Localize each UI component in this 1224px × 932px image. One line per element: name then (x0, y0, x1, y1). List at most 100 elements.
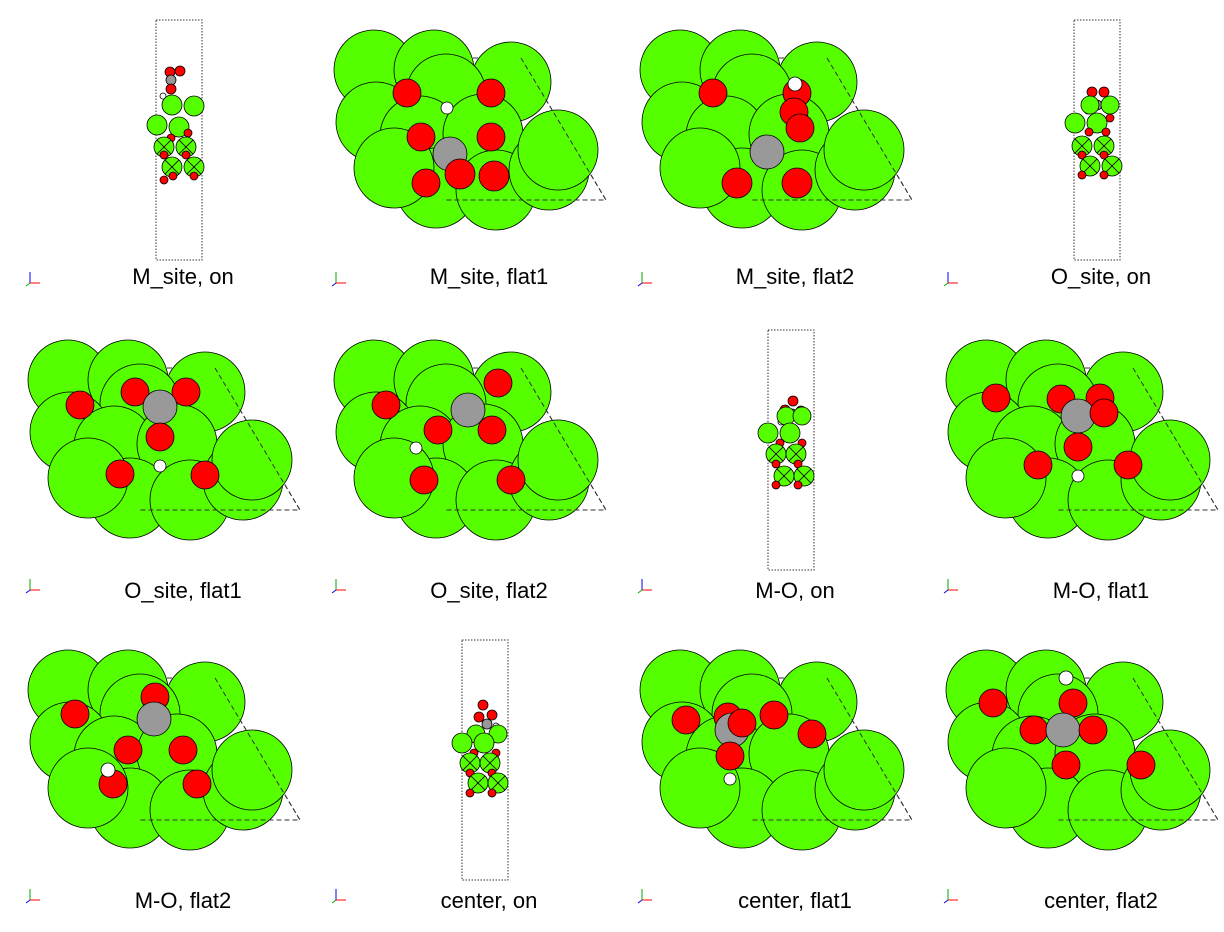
oxygen-atom (478, 160, 510, 192)
structure-panel: O_site, on (918, 0, 1224, 310)
slab-top-view (333, 339, 607, 541)
oxygen-atom (423, 415, 453, 445)
structure-panel: M-O, flat1 (918, 310, 1224, 620)
oxygen-atom (793, 480, 803, 490)
metal-atom (517, 419, 599, 501)
oxygen-atom (145, 422, 175, 452)
structure-view (27, 649, 301, 851)
axis-triad-icon (22, 575, 46, 595)
simulation-cell (461, 639, 509, 881)
oxygen-atom (715, 741, 745, 771)
metal-atom (1093, 135, 1115, 157)
oxygen-atom (60, 699, 90, 729)
slab-top-view (945, 649, 1219, 851)
oxygen-atom (476, 78, 506, 108)
oxygen-atom (787, 395, 799, 407)
oxygen-atom (120, 377, 150, 407)
slab-top-view (333, 29, 607, 231)
oxygen-atom (1099, 170, 1109, 180)
metal-atom (1086, 112, 1108, 134)
slab-top-view (639, 29, 913, 231)
oxygen-atom (487, 788, 497, 798)
metal-atom (1101, 155, 1123, 177)
panel-caption: O_site, flat2 (430, 578, 548, 603)
oxygen-atom (165, 83, 177, 95)
axis-triad-icon (634, 575, 658, 595)
oxygen-atom (477, 415, 507, 445)
oxygen-atom (781, 167, 813, 199)
oxygen-atom (1105, 113, 1115, 123)
structure-panel: center, flat2 (918, 620, 1224, 930)
carbon-atom (450, 392, 486, 428)
oxygen-atom (473, 711, 485, 723)
oxygen-atom (1086, 86, 1098, 98)
slab-side-view (451, 639, 509, 881)
panel-caption: M_site, on (132, 264, 234, 289)
metal-atom (1064, 112, 1086, 134)
oxygen-atom (182, 769, 212, 799)
hydrogen-atom (1058, 670, 1074, 686)
oxygen-atom (698, 78, 728, 108)
slab-top-view (639, 649, 913, 851)
oxygen-atom (1113, 450, 1143, 480)
structure-view (639, 29, 913, 231)
oxygen-atom (496, 465, 526, 495)
metal-atom (1079, 155, 1101, 177)
metal-atom (823, 729, 905, 811)
oxygen-atom (1126, 750, 1156, 780)
metal-atom (779, 422, 801, 444)
oxygen-atom (978, 688, 1008, 718)
axis-triad-icon (940, 575, 964, 595)
metal-atom (473, 732, 495, 754)
hydrogen-atom (159, 92, 167, 100)
oxygen-atom (181, 150, 191, 160)
structure-view (451, 639, 509, 881)
structure-view (1064, 19, 1123, 261)
oxygen-atom (1077, 150, 1087, 160)
simulation-cell (1073, 19, 1121, 261)
hydrogen-atom (1071, 469, 1085, 483)
panel-caption: M_site, flat1 (429, 264, 549, 289)
oxygen-atom (392, 78, 422, 108)
panel-caption: O_site, flat1 (124, 578, 242, 603)
structure-panel: M-O, flat2 (0, 620, 306, 930)
oxygen-atom (171, 377, 201, 407)
unit-cell-edge (140, 677, 301, 821)
metal-atom (765, 443, 787, 465)
slab-side-view (1064, 19, 1123, 261)
metal-atom (823, 109, 905, 191)
structure-panel: M_site, on (0, 0, 306, 310)
oxygen-atom (759, 700, 789, 730)
oxygen-atom (190, 460, 220, 490)
structure-view (27, 339, 301, 541)
metal-atom (487, 772, 509, 794)
oxygen-atom (183, 128, 193, 138)
carbon-atom (749, 134, 785, 170)
oxygen-atom (1089, 398, 1119, 428)
slab-side-view (146, 19, 205, 261)
oxygen-atom (406, 122, 436, 152)
metal-atom (451, 732, 473, 754)
metal-atom (659, 747, 741, 829)
oxygen-atom (771, 459, 781, 469)
carbon-atom (481, 718, 493, 730)
oxygen-atom (486, 709, 498, 721)
oxygen-atom (1051, 750, 1081, 780)
panel-caption: M_site, flat2 (735, 264, 855, 289)
metal-atom (792, 406, 812, 426)
simulation-cell (767, 329, 815, 571)
oxygen-atom (981, 383, 1011, 413)
hydrogen-atom (440, 101, 454, 115)
structure-panel: M-O, on (612, 310, 918, 620)
oxygen-atom (1063, 432, 1093, 462)
hydrogen-atom (100, 762, 116, 778)
structure-panel: O_site, flat1 (0, 310, 306, 620)
simulation-cell (155, 19, 203, 261)
metal-atom (965, 747, 1047, 829)
metal-atom (175, 136, 197, 158)
oxygen-atom (174, 65, 186, 77)
axis-triad-icon (328, 268, 352, 288)
oxygen-atom (1077, 170, 1087, 180)
axis-triad-icon (328, 575, 352, 595)
